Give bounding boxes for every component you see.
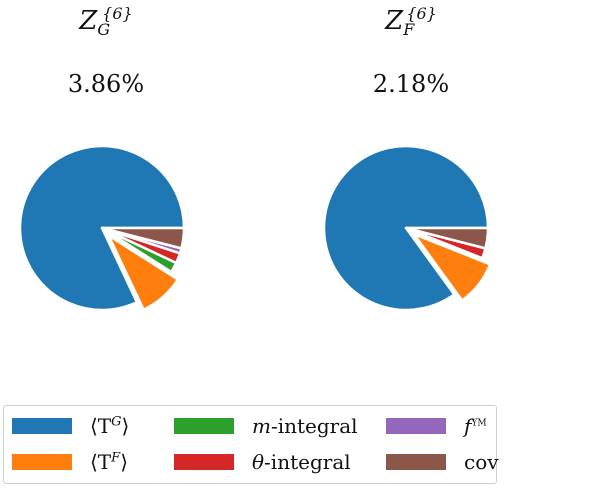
- legend-label-tf: ⟨TF⟩: [90, 450, 128, 474]
- legend-swatch-cov: [386, 454, 446, 470]
- pie-subtitle-left: 3.86%: [67, 70, 145, 98]
- legend-label-m-integral: m-integral: [252, 414, 358, 438]
- pie1-slice-cov: [100, 226, 186, 250]
- legend-label-cov: cov: [464, 450, 499, 474]
- title-right-sub: F: [403, 20, 415, 40]
- pie2-slice-t-g: [322, 144, 490, 312]
- legend-item-tf: ⟨TF⟩: [12, 450, 128, 474]
- pie-title-left: ZG{6}: [6, 4, 206, 40]
- pie-title-right: ZF{6}: [311, 4, 511, 40]
- legend-item-fym: fYM: [386, 414, 487, 438]
- title-right-main: Z: [385, 6, 404, 36]
- legend-item-m-integral: m-integral: [174, 414, 358, 438]
- legend-swatch-m-integral: [174, 418, 234, 434]
- pie2-slice-cov: [404, 226, 490, 250]
- legend-label-fym: fYM: [464, 414, 487, 438]
- pie2-slice-t-f: [412, 232, 492, 302]
- title-left-main: Z: [79, 6, 98, 36]
- legend-label-theta-integral: θ-integral: [252, 450, 351, 474]
- legend-label-tg: ⟨TG⟩: [90, 414, 130, 438]
- legend: ⟨TG⟩ ⟨TF⟩ m-integral θ-integral fYM cov: [3, 405, 499, 484]
- legend-swatch-fym: [386, 418, 446, 434]
- legend-swatch-tf: [12, 454, 72, 470]
- legend-item-cov: cov: [386, 450, 499, 474]
- legend-swatch-theta-integral: [174, 454, 234, 470]
- pie-subtitle-right: 2.18%: [372, 70, 450, 98]
- legend-swatch-tg: [12, 418, 72, 434]
- legend-item-tg: ⟨TG⟩: [12, 414, 129, 438]
- legend-item-theta-integral: θ-integral: [174, 450, 351, 474]
- title-left-sub: G: [97, 20, 111, 40]
- pie1-slice-t-f: [107, 234, 180, 311]
- title-left-sup: {6}: [102, 4, 133, 24]
- title-right-sup: {6}: [406, 4, 437, 24]
